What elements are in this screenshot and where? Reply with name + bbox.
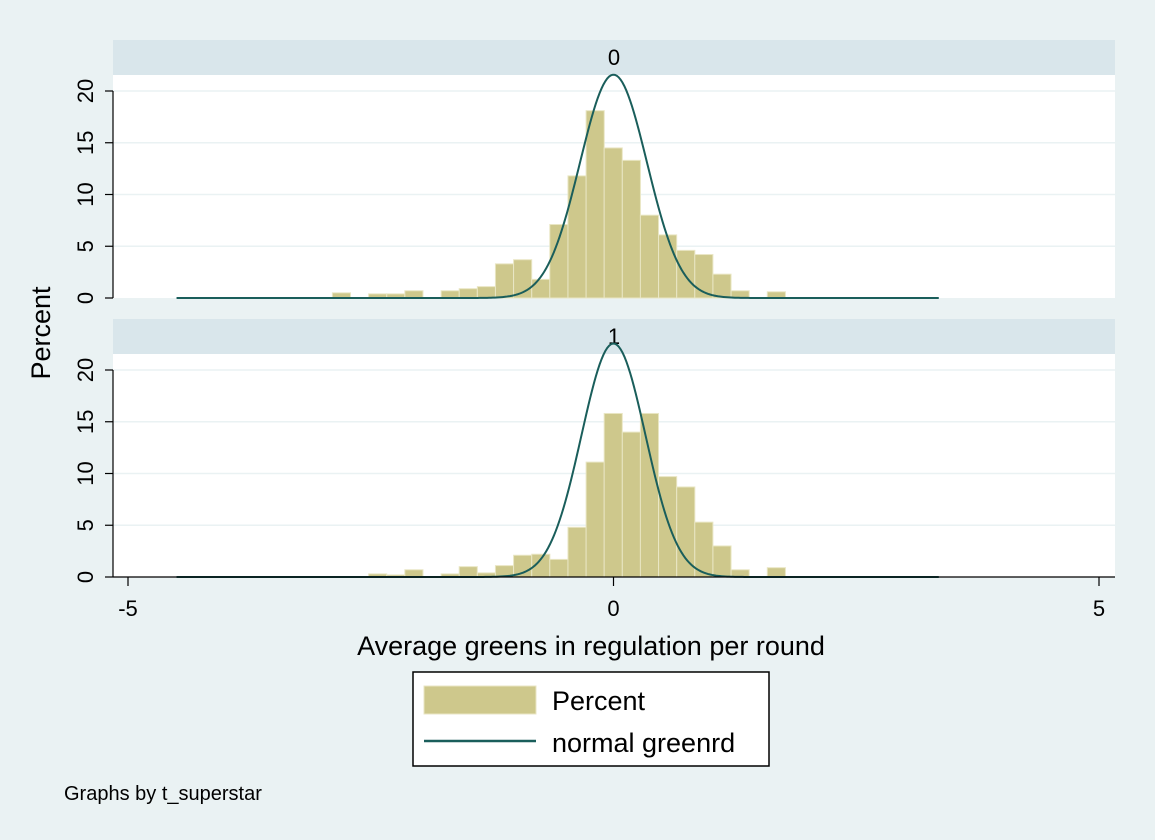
- normal-curve-line: [176, 73, 939, 299]
- panel-top: 0 0 5 10 15 20: [73, 40, 1115, 304]
- panel-bottom-y-axis: 0 5 10 15 20: [73, 358, 114, 583]
- histogram-bar: [458, 288, 478, 299]
- panel-bottom: 1 0 5 10 15 20: [73, 319, 1115, 583]
- histogram-bar: [585, 110, 605, 299]
- histogram-bar: [513, 259, 533, 299]
- histogram-bar: [549, 558, 569, 578]
- histogram-bar: [567, 526, 587, 578]
- x-axis: -5 0 5: [113, 576, 1115, 621]
- histogram-bar: [676, 249, 696, 299]
- y-tick-label: 15: [73, 131, 98, 155]
- y-tick-label: 5: [73, 240, 98, 252]
- histogram-bar: [639, 214, 660, 299]
- histogram-bar: [712, 273, 732, 299]
- x-axis-title: Average greens in regulation per round: [357, 631, 825, 661]
- y-axis-title: Percent: [26, 286, 56, 380]
- y-tick-label: 20: [73, 358, 98, 382]
- histogram-bar: [658, 234, 678, 299]
- panel-top-y-axis: 0 5 10 15 20: [73, 79, 114, 304]
- y-tick-label: 0: [73, 292, 98, 304]
- y-tick-label: 15: [73, 410, 98, 434]
- legend-swatch-percent: [423, 685, 537, 715]
- histogram-bar: [676, 486, 696, 578]
- graphs-by-note: Graphs by t_superstar: [64, 783, 262, 805]
- panel-bottom-strip-label: 1: [608, 324, 620, 349]
- histogram-bar: [603, 412, 623, 578]
- y-tick-label: 10: [73, 461, 98, 485]
- histogram-bar: [766, 567, 786, 578]
- y-tick-label: 10: [73, 182, 98, 206]
- histogram-bar: [621, 159, 641, 299]
- legend-label-normal: normal greenrd: [552, 728, 735, 758]
- histogram-bar: [458, 566, 478, 578]
- histogram-bar: [494, 263, 515, 299]
- histogram-bar: [712, 545, 732, 578]
- histogram-bar: [658, 476, 678, 578]
- histogram-bar: [404, 569, 424, 578]
- y-tick-label: 5: [73, 519, 98, 531]
- x-tick-label: -5: [118, 596, 138, 621]
- histogram-bar: [549, 224, 569, 299]
- y-tick-label: 20: [73, 79, 98, 103]
- panel-top-grid: [113, 90, 1115, 247]
- legend-label-percent: Percent: [552, 686, 646, 716]
- histogram-bar: [585, 461, 605, 578]
- histogram-bar: [404, 290, 424, 299]
- histogram-bar: [567, 175, 587, 299]
- panel-bottom-strip: [113, 319, 1115, 354]
- x-tick-label: 5: [1093, 596, 1105, 621]
- panel-top-strip-label: 0: [608, 45, 620, 70]
- histogram-bar: [440, 290, 460, 299]
- legend: Percent normal greenrd: [412, 671, 770, 767]
- panel-bottom-bars: [368, 412, 786, 578]
- histogram-bar: [476, 286, 496, 299]
- histogram-bar: [621, 431, 641, 578]
- panel-top-normal-curve: [176, 73, 939, 299]
- x-tick-label: 0: [607, 596, 619, 621]
- y-tick-label: 0: [73, 571, 98, 583]
- histogram-bar: [603, 147, 623, 299]
- histogram-bar: [531, 278, 551, 299]
- histogram-bar: [639, 412, 660, 578]
- panel-top-strip: [113, 40, 1115, 75]
